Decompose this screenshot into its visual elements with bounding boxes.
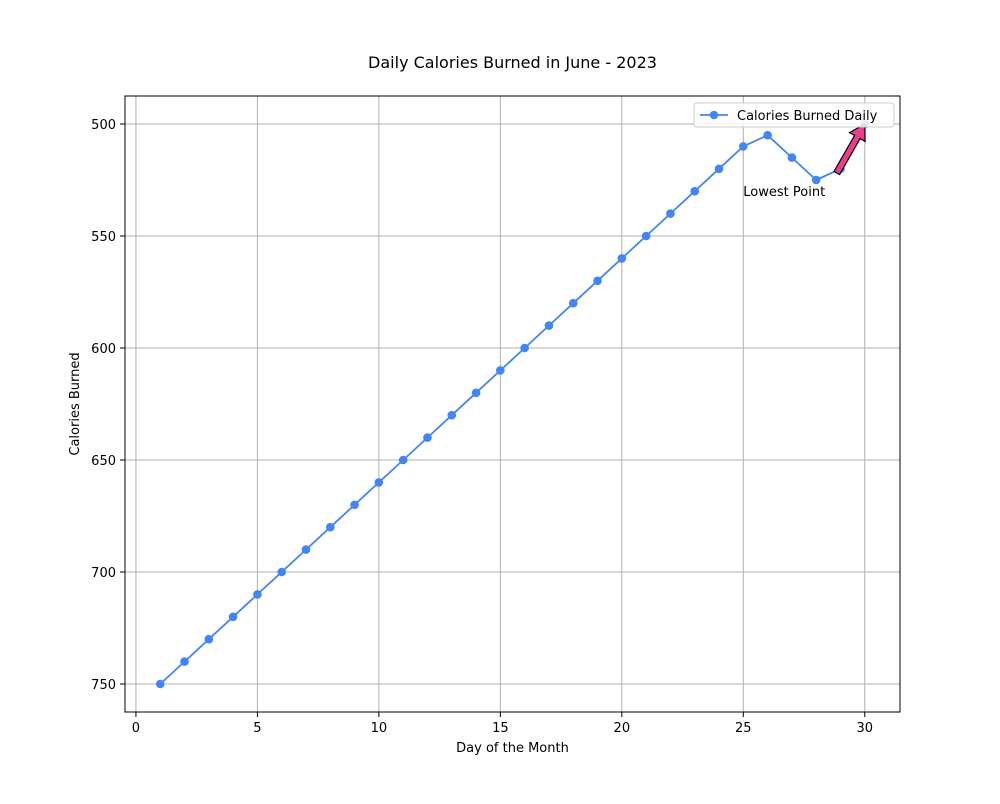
- x-tick-label: 15: [492, 721, 509, 736]
- data-point: [666, 209, 675, 218]
- data-point: [155, 679, 165, 689]
- x-tick-label: 0: [132, 721, 140, 736]
- series-layer: [155, 119, 870, 689]
- data-point: [228, 612, 238, 622]
- y-tick-label: 500: [91, 118, 116, 133]
- data-point: [447, 410, 457, 420]
- data-point: [763, 130, 772, 140]
- x-tick-label: 5: [253, 721, 261, 736]
- data-point: [374, 478, 384, 487]
- y-tick-label: 750: [91, 678, 116, 693]
- data-point: [811, 175, 821, 185]
- data-point: [641, 231, 651, 241]
- data-point: [180, 657, 189, 666]
- x-axis-label: Day of the Month: [456, 741, 569, 756]
- data-point: [739, 142, 748, 151]
- legend: Calories Burned Daily: [693, 102, 895, 128]
- series-line: [159, 123, 866, 685]
- data-point: [568, 298, 578, 308]
- data-point: [544, 321, 554, 330]
- x-tick-label: 20: [614, 721, 631, 736]
- y-tick-label: 650: [91, 454, 116, 469]
- data-point: [690, 186, 700, 196]
- data-point: [471, 388, 481, 398]
- y-tick-label: 600: [91, 342, 116, 357]
- annotation-layer: Lowest Point: [743, 122, 866, 200]
- data-point: [253, 590, 262, 599]
- chart-title: Daily Calories Burned in June - 2023: [368, 53, 657, 72]
- y-axis-label: Calories Burned: [68, 352, 83, 455]
- y-tick-label: 550: [91, 230, 116, 245]
- data-point: [714, 164, 724, 174]
- data-point: [301, 545, 311, 554]
- data-point: [398, 455, 408, 465]
- data-point: [617, 254, 627, 263]
- plot-frame: [124, 95, 901, 713]
- data-point: [520, 343, 529, 353]
- annotation-arrow: [833, 122, 866, 176]
- legend-box: [693, 102, 895, 128]
- y-axis: 500 550 600 650 700 750: [91, 118, 125, 693]
- data-point: [204, 634, 214, 644]
- annotation-label: Lowest Point: [743, 185, 825, 200]
- x-axis: 0 5 10 15 20 25 30: [132, 712, 873, 736]
- data-point: [325, 522, 335, 532]
- data-point: [787, 153, 797, 162]
- data-point: [593, 276, 602, 286]
- grid: [125, 96, 900, 712]
- x-tick-label: 30: [856, 721, 873, 736]
- data-point: [277, 567, 287, 577]
- x-tick-label: 10: [371, 721, 388, 736]
- data-point: [423, 433, 432, 442]
- data-point: [350, 500, 359, 510]
- y-tick-label: 700: [91, 566, 116, 581]
- legend-marker-swatch: [709, 110, 719, 120]
- x-tick-label: 25: [735, 721, 752, 736]
- legend-label: Calories Burned Daily: [737, 109, 878, 124]
- data-point: [496, 366, 505, 375]
